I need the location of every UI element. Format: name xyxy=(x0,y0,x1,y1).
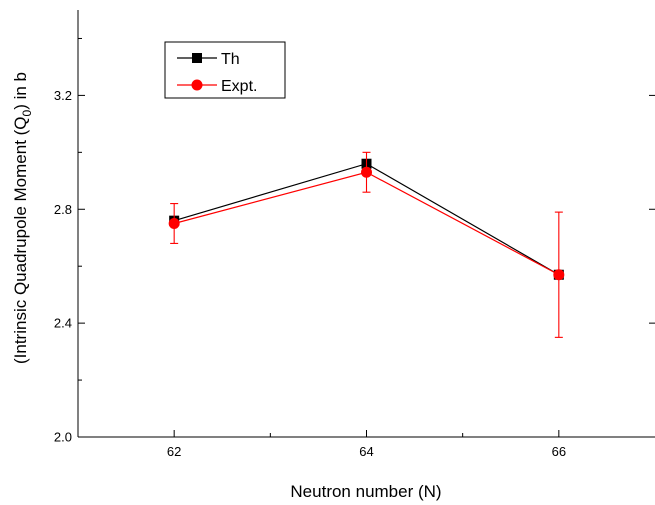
legend-marker-th xyxy=(192,53,202,63)
x-tick-label: 66 xyxy=(552,444,566,459)
y-axis-title-end: ) in b xyxy=(11,72,30,110)
y-tick-label: 3.2 xyxy=(54,88,72,103)
legend-marker-expt xyxy=(191,79,203,91)
data-point xyxy=(553,269,565,281)
y-tick-label: 2.8 xyxy=(54,202,72,217)
axes: 62 64 66 2.0 2.4 2.8 3.2 xyxy=(54,10,655,459)
x-tick-label: 64 xyxy=(359,444,373,459)
x-tick-label: 62 xyxy=(167,444,181,459)
y-axis-title: (Intrinsic Quadrupole Moment (Q0) in b xyxy=(11,72,34,364)
legend-label-expt: Expt. xyxy=(221,78,257,95)
legend: Th Expt. xyxy=(164,41,286,99)
series-expt xyxy=(168,151,565,338)
x-axis-title: Neutron number (N) xyxy=(290,482,441,501)
y-axis-title-main: (Intrinsic Quadrupole Moment (Q xyxy=(11,116,30,364)
legend-label-th: Th xyxy=(221,51,240,68)
plot-area xyxy=(168,151,565,338)
legend-box xyxy=(164,41,286,99)
y-tick-label: 2.4 xyxy=(54,316,72,331)
y-tick-label: 2.0 xyxy=(54,430,72,445)
data-point xyxy=(361,166,372,178)
y-axis-title-subscript: 0 xyxy=(20,109,34,116)
data-point xyxy=(168,218,180,229)
